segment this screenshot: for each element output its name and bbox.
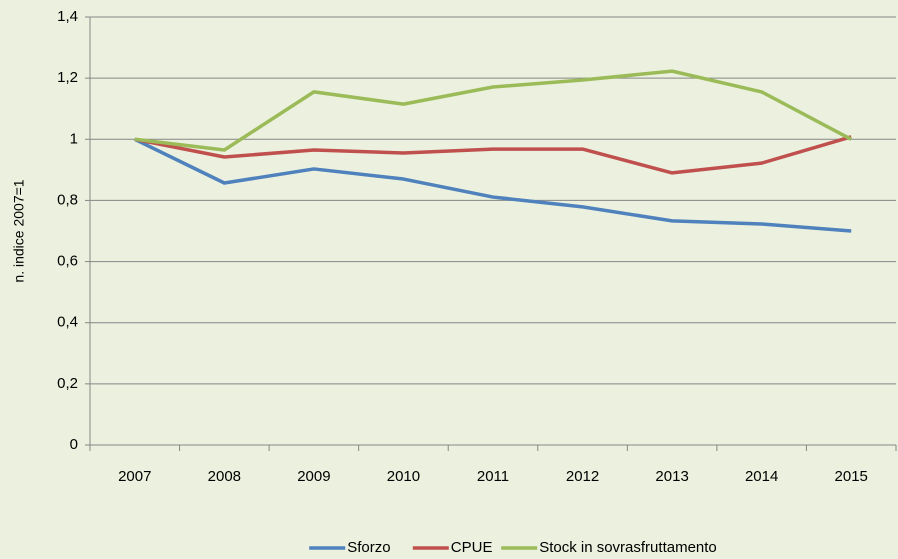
legend-label: CPUE [451,539,493,556]
y-tick-label: 1 [70,130,78,147]
line-series [134,69,853,152]
line-series [134,137,852,233]
y-tick-label: 0,4 [57,314,78,331]
y-tick-label: 1,4 [57,8,78,25]
x-tick-label: 2012 [566,468,599,485]
legend-label: Sforzo [347,539,390,556]
y-axis-label: n. indice 2007=1 [11,179,27,282]
y-tick-label: 0,8 [57,191,78,208]
x-tick-label: 2013 [655,468,688,485]
line-series [134,135,852,175]
x-tick-label: 2011 [477,468,509,485]
y-tick-label: 0 [70,436,78,453]
legend-label: Stock in sovrasfruttamento [539,539,717,556]
x-tick-label: 2009 [297,468,330,485]
y-tick-label: 0,6 [57,253,78,270]
x-tick-label: 2015 [835,468,868,485]
y-tick-label: 0,2 [57,375,78,392]
x-tick-label: 2008 [208,468,241,485]
y-tick-label: 1,2 [57,69,78,86]
x-tick-label: 2010 [387,468,420,485]
x-tick-label: 2014 [745,468,778,485]
x-tick-label: 2007 [118,468,151,485]
